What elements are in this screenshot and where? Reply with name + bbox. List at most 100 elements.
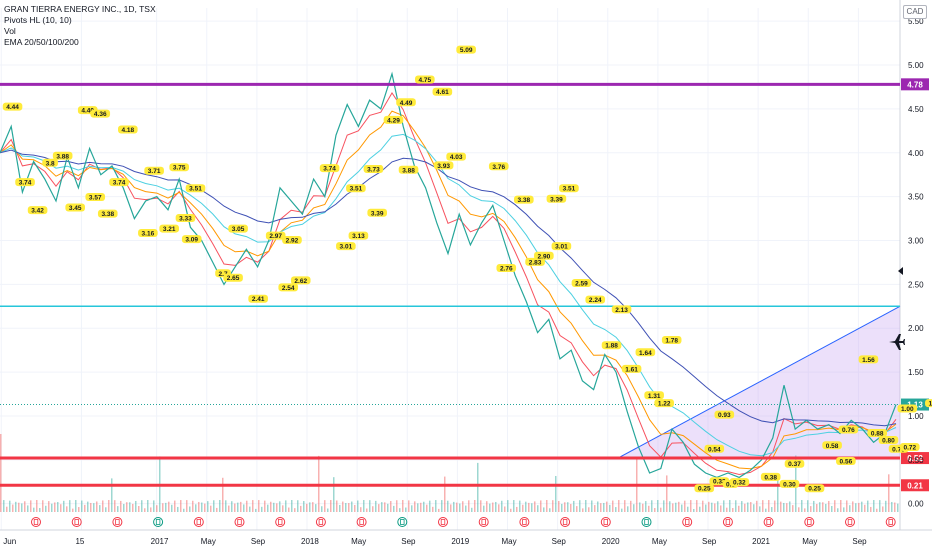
price-axis[interactable]: 5.50 5.00 4.50 4.00 3.50 3.00 2.50 2.00 1.50 1.00… [908, 17, 924, 509]
pivot-label: 3.51 [189, 186, 202, 193]
volume-bar [732, 508, 734, 512]
volume-bar [612, 500, 614, 512]
volume-bar [555, 475, 557, 512]
volume-indicator-label[interactable]: Vol [4, 26, 16, 36]
pivot-labels: 4.443.743.423.83.883.454.404.363.573.383… [2, 45, 932, 493]
pivot-badge [396, 98, 416, 107]
pivot-label: 0.93 [718, 412, 731, 419]
volume-bar [261, 506, 263, 512]
volume-bar [120, 500, 122, 512]
volume-bar [786, 503, 788, 512]
volume-bar [141, 500, 143, 512]
earnings-event-icon[interactable] [763, 517, 774, 527]
pivot-badge [15, 178, 35, 187]
volume-bar [540, 500, 542, 512]
ema-indicator-label[interactable]: EMA 20/50/100/200 [4, 37, 79, 47]
earnings-event-icon[interactable] [397, 517, 408, 527]
volume-bar [738, 505, 740, 512]
pivot-label: 3.16 [142, 230, 155, 237]
volume-bar [858, 502, 860, 512]
volume-bar [855, 503, 857, 512]
volume-bar [498, 504, 500, 512]
pivots-indicator-label[interactable]: Pivots HL (10, 10) [4, 15, 72, 25]
earnings-event-icon[interactable] [722, 517, 733, 527]
volume-bar [441, 500, 443, 512]
volume-bar [879, 500, 881, 512]
pivot-label: 3.05 [232, 226, 245, 233]
earnings-event-icon[interactable] [315, 517, 326, 527]
currency-badge[interactable]: CAD [903, 5, 927, 19]
time-tick-label: May [351, 537, 366, 546]
volume-bar [660, 507, 662, 512]
volume-bar [255, 508, 257, 512]
earnings-event-icon[interactable] [153, 517, 164, 527]
volume-bar [435, 500, 437, 512]
earnings-event-icon[interactable] [31, 517, 41, 527]
pivot-label: 0.38 [764, 474, 777, 481]
time-tick-label: 2021 [752, 537, 770, 546]
pivot-badge [27, 206, 48, 215]
earnings-event-icon[interactable] [519, 517, 530, 527]
earnings-event-icon[interactable] [641, 517, 652, 527]
volume-bar [117, 506, 119, 512]
volume-bar [876, 508, 878, 512]
earnings-event-icon[interactable] [682, 517, 693, 527]
time-tick-label: Sep [552, 537, 567, 546]
volume-bar [588, 507, 590, 512]
earnings-event-icon[interactable] [234, 517, 245, 527]
volume-bar [270, 501, 272, 512]
earnings-event-icon[interactable] [600, 517, 611, 527]
pivot-label: 3.38 [101, 211, 114, 218]
pivot-label: 0.80 [882, 437, 895, 444]
volume-bar [696, 500, 698, 512]
earnings-event-icon[interactable] [193, 517, 204, 527]
event-markers[interactable] [31, 517, 896, 527]
volume-bar [471, 507, 473, 512]
time-tick-label: Sep [401, 537, 416, 546]
earnings-event-icon[interactable] [112, 517, 123, 527]
time-axis[interactable]: Jun 15 2017 May Sep 2018 May Sep 2019 May Sep 2020 M… [3, 537, 867, 546]
volume-bar [108, 500, 110, 512]
earnings-event-icon[interactable] [438, 517, 448, 527]
volume-bar [426, 504, 428, 512]
volume-bar [690, 500, 692, 512]
price-tick-label: 4.50 [908, 105, 924, 114]
volume-bar [552, 500, 554, 512]
volume-bar [537, 505, 539, 512]
pivot-label: 3.88 [56, 153, 69, 160]
horizontal-lines[interactable]: 4.780.520.211.13 [0, 78, 929, 492]
price-tag [901, 479, 929, 492]
pivot-label: 0.76 [842, 427, 855, 434]
volume-bar [246, 500, 248, 512]
symbol-title[interactable]: GRAN TIERRA ENERGY INC., 1D, TSX [4, 4, 156, 14]
volume-bar [294, 508, 296, 512]
volume-bar [30, 500, 32, 512]
triangle-marker-icon[interactable] [898, 267, 903, 275]
volume-bar [21, 503, 23, 512]
earnings-event-icon[interactable] [356, 517, 367, 527]
earnings-event-icon[interactable] [560, 517, 571, 527]
volume-bar [507, 500, 509, 512]
volume-bar [243, 504, 245, 512]
earnings-event-icon[interactable] [275, 517, 286, 527]
volume-bar [750, 502, 752, 512]
earnings-event-icon[interactable] [71, 517, 82, 527]
earnings-event-icon[interactable] [804, 517, 815, 527]
earnings-event-icon[interactable] [885, 517, 896, 527]
pivot-label: 4.29 [387, 117, 400, 124]
volume-bar [27, 505, 29, 512]
volume-bar [774, 500, 776, 512]
volume-bar [156, 505, 158, 512]
pivot-label: 2.83 [529, 259, 542, 266]
volume-bar [609, 504, 611, 512]
earnings-event-icon[interactable] [845, 517, 855, 527]
volume-bar [699, 506, 701, 512]
volume-bar [591, 500, 593, 512]
pivot-label: 0.30 [783, 481, 796, 488]
airplane-icon[interactable] [889, 334, 905, 350]
earnings-event-icon[interactable] [478, 517, 489, 527]
volume-bar [666, 475, 668, 512]
volume-bar [828, 500, 830, 512]
volume-bar [801, 500, 803, 512]
